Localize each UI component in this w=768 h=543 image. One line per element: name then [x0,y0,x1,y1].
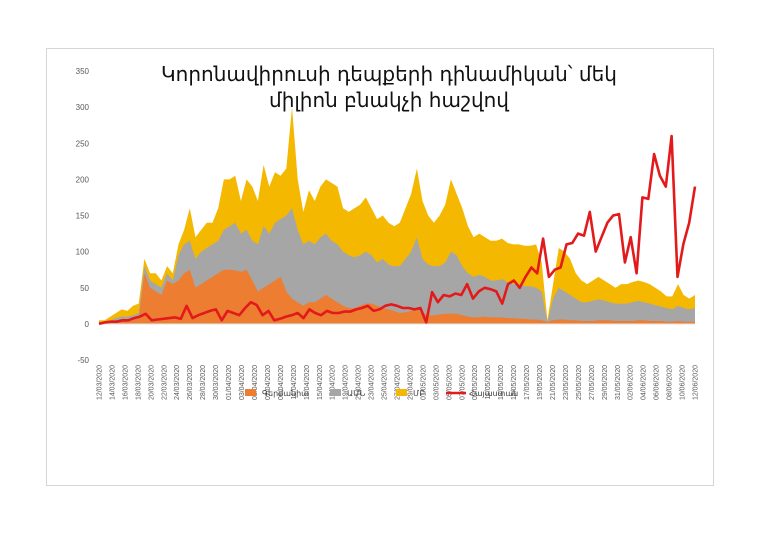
x-tick-label: 25/05/2020 [576,365,583,400]
x-tick-label: 29/04/2020 [407,365,414,400]
x-tick-label: 18/03/2020 [135,365,142,400]
x-tick-label: 24/03/2020 [174,365,181,400]
x-tick-label: 10/06/2020 [680,365,687,400]
x-tick-label: 17/04/2020 [330,365,337,400]
y-tick-label: 150 [76,212,90,221]
x-tick-label: 17/05/2020 [524,365,531,400]
x-axis-ticks: 12/03/2020 14/03/2020 16/03/2020 18/03/2020… [97,365,700,400]
chart-title-line-1: Կորոնավիրուսի դեպքերի դինամիկան՝ մեկ [161,62,617,86]
x-tick-label: 02/06/2020 [628,365,635,400]
x-tick-label: 26/03/2020 [187,365,194,400]
series-area-2 [99,269,695,324]
series-line-3 [98,134,697,326]
x-tick-label: 15/05/2020 [511,365,518,400]
x-tick-label: 09/04/2020 [278,365,285,400]
legend-label: Հայաստան [469,389,518,398]
x-tick-label: 27/05/2020 [589,365,596,400]
x-tick-label: 03/05/2020 [433,365,440,400]
x-tick-label: 30/03/2020 [213,365,220,400]
x-tick-label: 12/06/2020 [693,365,700,400]
area-series [99,107,695,324]
x-tick-label: 08/06/2020 [667,365,674,400]
x-tick-label: 06/06/2020 [654,365,661,400]
x-tick-label: 04/06/2020 [641,365,648,400]
x-tick-label: 15/04/2020 [317,365,324,400]
y-axis-ticks: -50 0 50 100 150 200 250 300 350 [76,67,90,365]
x-tick-label: 07/05/2020 [459,365,466,400]
x-tick-label: 05/04/2020 [252,365,259,400]
x-tick-label: 20/03/2020 [148,365,155,400]
chart-frame: -50 0 50 100 150 200 250 300 350 12/03/2020 14/03… [46,48,714,486]
x-tick-label: 19/05/2020 [537,365,544,400]
legend-swatch [330,389,341,396]
x-tick-label: 01/04/2020 [226,365,233,400]
chart-title: Կորոնավիրուսի դեպքերի դինամիկան՝ մեկ միլ… [161,62,617,112]
legend-swatch [245,389,256,396]
x-tick-label: 05/05/2020 [446,365,453,400]
x-tick-label: 29/05/2020 [602,365,609,400]
legend-swatch [396,389,407,396]
legend-label: ԱՄՆ [347,389,365,398]
x-tick-label: 22/03/2020 [161,365,168,400]
chart: -50 0 50 100 150 200 250 300 350 12/03/2020 14/03… [76,62,700,400]
y-tick-label: 300 [76,103,90,112]
x-tick-label: 13/05/2020 [498,365,505,400]
x-tick-label: 23/04/2020 [369,365,376,400]
y-tick-label: 200 [76,175,90,184]
x-tick-label: 09/05/2020 [472,365,479,400]
x-tick-label: 23/05/2020 [563,365,570,400]
x-tick-label: 12/03/2020 [97,365,104,400]
y-tick-label: 250 [76,139,90,148]
x-tick-label: 25/04/2020 [382,365,389,400]
x-tick-label: 28/03/2020 [200,365,207,400]
x-tick-label: 21/05/2020 [550,365,557,400]
line-series [98,134,697,326]
y-tick-label: 100 [76,248,90,257]
chart-title-line-2: միլիոն բնակչի հաշվով [269,88,509,112]
x-tick-label: 11/04/2020 [291,365,298,400]
y-tick-label: 50 [80,284,89,293]
x-tick-label: 11/05/2020 [485,365,492,400]
x-tick-label: 14/03/2020 [109,365,116,400]
x-tick-label: 16/03/2020 [122,365,129,400]
y-tick-label: -50 [77,356,89,365]
x-tick-label: 19/04/2020 [343,365,350,400]
x-tick-label: 01/05/2020 [420,365,427,400]
legend-label: ՄԲ [413,389,425,398]
legend: Գերմանիա ԱՄՆ ՄԲ Հայաստան [245,389,518,398]
x-tick-label: 07/04/2020 [265,365,272,400]
x-tick-label: 27/04/2020 [395,365,402,400]
x-tick-label: 13/04/2020 [304,365,311,400]
x-tick-label: 21/04/2020 [356,365,363,400]
x-tick-label: 31/05/2020 [615,365,622,400]
x-tick-label: 03/04/2020 [239,365,246,400]
y-tick-label: 350 [76,67,90,76]
legend-label: Գերմանիա [262,389,309,398]
y-tick-label: 0 [85,320,90,329]
